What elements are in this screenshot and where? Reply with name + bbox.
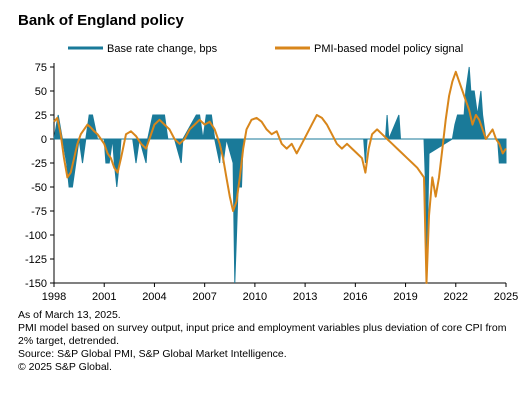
footnote-source: Source: S&P Global PMI, S&P Global Marke… (18, 348, 287, 360)
footnotes: As of March 13, 2025. PMI model based on… (18, 309, 518, 374)
plot-area (53, 66, 507, 284)
x-tick-label: 2025 (494, 291, 518, 300)
x-tick-label: 2001 (92, 291, 116, 300)
y-tick-label: -75 (31, 206, 47, 218)
footnote-copyright: © 2025 S&P Global. (18, 361, 112, 373)
x-tick-label: 2022 (444, 291, 468, 300)
x-tick-label: 2016 (343, 291, 367, 300)
legend-label-pmi: PMI-based model policy signal (314, 43, 463, 55)
y-tick-label: -50 (31, 182, 47, 194)
chart-title: Bank of England policy (18, 12, 184, 29)
x-axis: 1998 2001 2004 2007 2010 2013 2016 2019 2022 2025 (42, 282, 518, 300)
legend: Base rate change, bps PMI-based model po… (68, 43, 463, 55)
y-tick-label: 50 (35, 86, 47, 98)
x-tick-label: 2004 (142, 291, 166, 300)
footnote-method: PMI model based on survey output, input … (18, 322, 507, 347)
chart-svg: Base rate change, bps PMI-based model po… (25, 43, 518, 300)
x-tick-label: 2007 (192, 291, 216, 300)
footnote-date: As of March 13, 2025. (18, 309, 121, 321)
y-tick-label: 75 (35, 62, 47, 74)
series-base-rate-area (53, 66, 507, 284)
y-tick-label: 0 (41, 134, 47, 146)
y-tick-label: 25 (35, 110, 47, 122)
x-tick-label: 2010 (243, 291, 267, 300)
y-tick-label: -125 (25, 254, 47, 266)
x-tick-label: 2013 (293, 291, 317, 300)
legend-label-base-rate: Base rate change, bps (107, 43, 218, 55)
y-tick-label: -25 (31, 158, 47, 170)
y-tick-label: -150 (25, 278, 47, 290)
y-tick-label: -100 (25, 230, 47, 242)
y-axis: 75 50 25 0 -25 -50 -75 -100 -125 -150 (25, 62, 55, 290)
x-tick-label: 2019 (393, 291, 417, 300)
x-tick-label: 1998 (42, 291, 66, 300)
series-pmi-line (53, 70, 507, 284)
